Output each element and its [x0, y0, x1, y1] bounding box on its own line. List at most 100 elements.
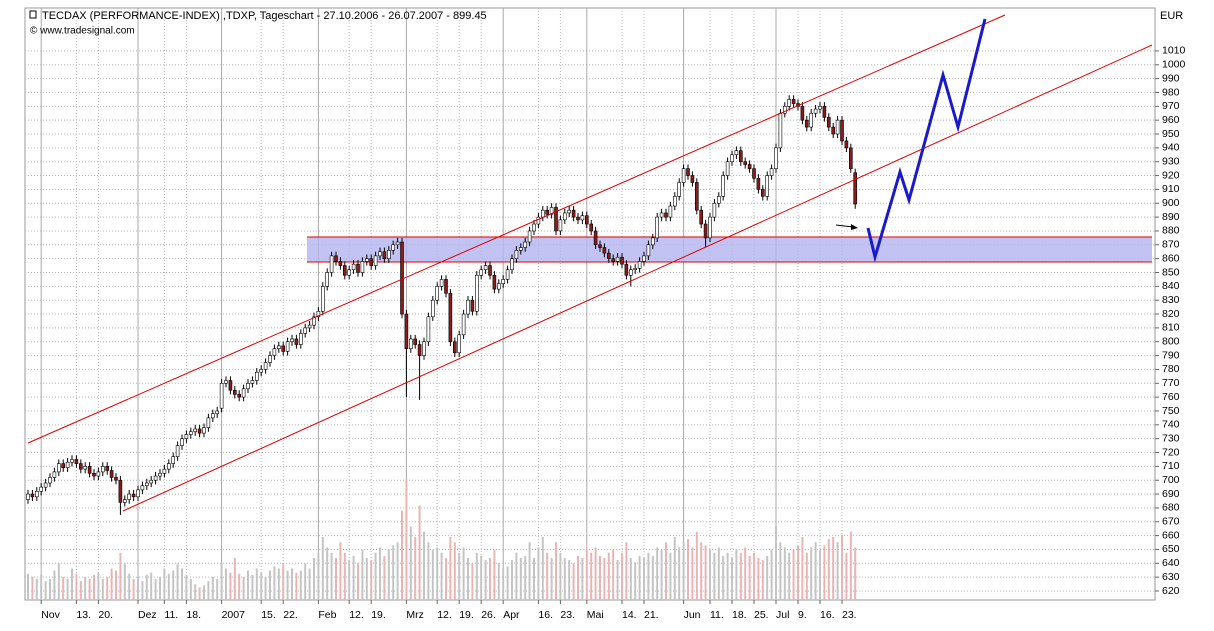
volume-bar [75, 573, 78, 600]
volume-bar [269, 570, 271, 600]
volume-bar [779, 542, 782, 600]
x-tick-label: 22. [283, 609, 298, 621]
candle-body [206, 417, 211, 428]
volume-bar [581, 558, 584, 600]
candle-body [756, 178, 761, 190]
volume-bar [317, 552, 320, 600]
candle-body [360, 261, 365, 273]
volume-bar [854, 547, 857, 600]
candle-body [219, 382, 224, 409]
volume-bar [101, 579, 104, 600]
candle-body [457, 334, 462, 354]
candle-body [505, 269, 510, 280]
x-tick-label: 25. [754, 609, 769, 621]
candle-body [70, 459, 74, 463]
volume-bar [805, 552, 808, 600]
volume-bar [35, 579, 38, 600]
volume-bar [713, 552, 716, 600]
candle-body [197, 428, 202, 434]
candle-body [589, 223, 594, 232]
volume-bar [361, 549, 364, 600]
candle-body [774, 147, 778, 169]
volume-bar [572, 563, 575, 600]
volume-bar [110, 568, 113, 600]
volume-bar [106, 576, 109, 600]
volume-bar [770, 549, 773, 600]
candle-body [624, 263, 629, 276]
candle-body [725, 161, 730, 176]
volume-bar [541, 537, 544, 600]
y-tick-label: 820 [1162, 308, 1180, 320]
y-tick-label: 810 [1162, 322, 1180, 334]
volume-bar [687, 539, 689, 600]
chart-icon [29, 10, 37, 19]
y-tick-label: 690 [1162, 488, 1180, 500]
candle-body [347, 269, 352, 276]
candle-body [202, 427, 206, 434]
candle-body [492, 274, 497, 290]
volume-bar [753, 552, 755, 600]
candle-body [514, 250, 519, 259]
candle-body [769, 168, 774, 176]
candle-body [712, 202, 717, 218]
candle-body [800, 106, 805, 121]
candle-body [285, 341, 290, 352]
candle-body [584, 215, 589, 225]
y-tick-label: 800 [1162, 336, 1180, 348]
volume-bar [691, 547, 694, 600]
candle-body [307, 324, 312, 329]
y-tick-label: 960 [1162, 114, 1180, 126]
candle-body [79, 463, 83, 470]
volume-bar [453, 542, 456, 600]
volume-bar [458, 552, 461, 600]
volume-bar [462, 547, 465, 600]
candle-body [602, 247, 607, 254]
y-tick-label: 880 [1162, 225, 1180, 237]
volume-bar [497, 563, 500, 600]
volume-bar [62, 576, 65, 600]
volume-bar [181, 568, 183, 600]
candle-body [180, 438, 184, 446]
x-tick-label: 11. [710, 609, 724, 621]
candle-body [496, 283, 501, 290]
candle-body [43, 482, 48, 488]
support-zone [307, 237, 1152, 262]
candle-body [435, 286, 440, 301]
candle-body [708, 216, 712, 239]
x-tick-label: 12. [349, 609, 364, 621]
volume-bar [44, 581, 47, 600]
candle-body [554, 207, 558, 232]
volume-bar [761, 560, 764, 600]
volume-bar [577, 555, 579, 600]
volume-bar [783, 547, 786, 600]
volume-bar [123, 563, 126, 600]
candle-body [818, 106, 822, 110]
candle-body [158, 472, 162, 477]
volume-bar [225, 568, 227, 600]
candle-body [628, 269, 633, 276]
volume-bar [423, 531, 425, 600]
y-tick-label: 710 [1162, 460, 1180, 472]
chart-title: TECDAX (PERFORMANCE-INDEX) ,TDXP, Tagesc… [42, 10, 487, 22]
volume-bar [119, 552, 122, 600]
volume-bar [295, 572, 298, 600]
volume-bar [431, 549, 434, 600]
candle-body [276, 345, 281, 349]
candle-body [571, 209, 576, 218]
candle-body [721, 175, 726, 197]
y-tick-label: 1010 [1162, 45, 1186, 57]
x-tick-label: 16. [820, 609, 835, 621]
candle-body [320, 286, 325, 312]
y-tick-label: 770 [1162, 377, 1180, 389]
volume-bar [374, 552, 377, 600]
x-tick-label: Jul [776, 609, 789, 621]
candle-body [681, 168, 686, 183]
candle-body [127, 493, 131, 500]
candle-body [382, 251, 387, 259]
candle-body [738, 150, 743, 163]
volume-bar [40, 574, 43, 600]
x-tick-label: Apr [503, 609, 520, 621]
volume-bar [211, 576, 214, 600]
volume-bar [57, 563, 60, 600]
candle-body [153, 475, 158, 481]
